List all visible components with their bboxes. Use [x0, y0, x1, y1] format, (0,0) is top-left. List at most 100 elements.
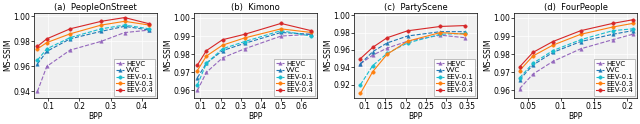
EEV-0.1: [577, 39, 584, 40]
EEV-0.4: [97, 21, 105, 22]
Line: HEVC: HEVC: [359, 33, 467, 65]
EEV-0.4: [307, 30, 315, 31]
EEV-0.1: [121, 24, 129, 26]
EEV-0.1: [193, 84, 201, 86]
EEV-0.4: [203, 50, 211, 51]
EEV-0.1: [529, 62, 537, 64]
EEV-0.3: [34, 48, 42, 50]
HEVC: [219, 57, 227, 59]
VVC: [516, 79, 524, 80]
VVC: [529, 64, 537, 66]
HEVC: [203, 72, 211, 73]
VVC: [628, 30, 636, 31]
HEVC: [529, 73, 537, 75]
Line: EEV-0.1: EEV-0.1: [196, 29, 313, 87]
HEVC: [516, 88, 524, 89]
Y-axis label: MS-SSIM: MS-SSIM: [163, 39, 172, 71]
Line: EEV-0.1: EEV-0.1: [36, 23, 151, 62]
Line: EEV-0.4: EEV-0.4: [196, 22, 313, 67]
Line: VVC: VVC: [196, 31, 313, 79]
Legend: HEVC, VVC, EEV-0.1, EEV-0.3, EEV-0.4: HEVC, VVC, EEV-0.1, EEV-0.3, EEV-0.4: [434, 59, 475, 96]
Y-axis label: MS-SSIM: MS-SSIM: [3, 39, 12, 71]
HEVC: [193, 90, 201, 91]
EEV-0.1: [436, 33, 444, 35]
VVC: [549, 52, 557, 53]
EEV-0.4: [529, 52, 537, 53]
HEVC: [97, 41, 105, 42]
HEVC: [277, 35, 285, 37]
HEVC: [307, 34, 315, 35]
VVC: [404, 35, 412, 37]
VVC: [383, 42, 391, 44]
EEV-0.3: [383, 53, 391, 55]
VVC: [461, 31, 468, 32]
Line: HEVC: HEVC: [518, 32, 634, 90]
VVC: [193, 77, 201, 78]
EEV-0.3: [307, 32, 315, 33]
EEV-0.3: [577, 34, 584, 35]
EEV-0.4: [219, 39, 227, 40]
Line: HEVC: HEVC: [36, 28, 151, 93]
Line: EEV-0.4: EEV-0.4: [518, 18, 634, 69]
Line: EEV-0.1: EEV-0.1: [518, 27, 634, 79]
VVC: [67, 38, 74, 40]
VVC: [146, 29, 154, 31]
EEV-0.3: [404, 40, 412, 42]
EEV-0.4: [146, 23, 154, 25]
VVC: [436, 31, 444, 32]
HEVC: [436, 34, 444, 36]
EEV-0.4: [34, 46, 42, 47]
Line: EEV-0.4: EEV-0.4: [36, 16, 151, 48]
EEV-0.1: [369, 65, 376, 66]
Legend: HEVC, VVC, EEV-0.1, EEV-0.3, EEV-0.4: HEVC, VVC, EEV-0.1, EEV-0.3, EEV-0.4: [594, 59, 635, 96]
EEV-0.3: [356, 93, 364, 94]
EEV-0.4: [241, 34, 248, 35]
EEV-0.3: [97, 24, 105, 26]
EEV-0.3: [516, 70, 524, 71]
EEV-0.3: [369, 71, 376, 72]
HEVC: [549, 61, 557, 62]
EEV-0.3: [628, 23, 636, 24]
EEV-0.3: [549, 44, 557, 46]
EEV-0.4: [277, 23, 285, 24]
EEV-0.3: [436, 32, 444, 33]
EEV-0.3: [461, 33, 468, 35]
EEV-0.4: [43, 38, 51, 40]
HEVC: [241, 48, 248, 49]
EEV-0.1: [383, 53, 391, 54]
VVC: [241, 43, 248, 44]
EEV-0.4: [356, 58, 364, 59]
HEVC: [43, 66, 51, 67]
VVC: [277, 32, 285, 33]
HEVC: [146, 29, 154, 31]
EEV-0.4: [609, 23, 616, 24]
HEVC: [34, 91, 42, 92]
EEV-0.4: [404, 30, 412, 31]
HEVC: [383, 47, 391, 49]
VVC: [369, 51, 376, 52]
EEV-0.1: [609, 30, 616, 31]
EEV-0.3: [609, 26, 616, 28]
EEV-0.3: [67, 33, 74, 35]
Legend: HEVC, VVC, EEV-0.1, EEV-0.3, EEV-0.4: HEVC, VVC, EEV-0.1, EEV-0.3, EEV-0.4: [274, 59, 315, 96]
VVC: [43, 51, 51, 52]
EEV-0.4: [577, 30, 584, 31]
EEV-0.1: [307, 35, 315, 37]
VVC: [34, 63, 42, 65]
EEV-0.3: [241, 37, 248, 39]
Line: EEV-0.1: EEV-0.1: [359, 32, 467, 86]
EEV-0.4: [436, 26, 444, 27]
Line: HEVC: HEVC: [196, 32, 313, 92]
Title: (d)  FourPeople: (d) FourPeople: [544, 3, 608, 12]
VVC: [97, 31, 105, 32]
EEV-0.4: [67, 28, 74, 30]
EEV-0.3: [146, 24, 154, 26]
VVC: [356, 63, 364, 64]
HEVC: [121, 32, 129, 33]
X-axis label: BPP: BPP: [88, 112, 103, 121]
Line: EEV-0.3: EEV-0.3: [36, 20, 151, 51]
EEV-0.1: [356, 84, 364, 85]
Line: EEV-0.3: EEV-0.3: [518, 22, 634, 72]
EEV-0.1: [67, 37, 74, 38]
HEVC: [356, 63, 364, 64]
